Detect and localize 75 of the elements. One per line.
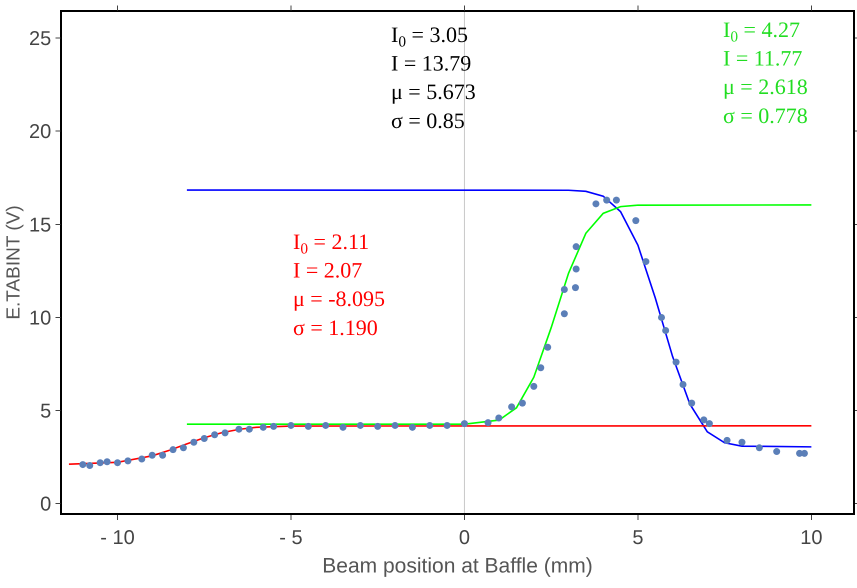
point [756,444,763,452]
point [544,344,552,351]
y-tick-label: 15 [29,214,52,236]
point [530,382,538,390]
point [287,422,294,429]
point [270,422,278,430]
point [460,420,468,428]
point [211,431,218,438]
y-tick-label: 5 [40,400,52,423]
point [426,422,434,429]
y-tick-label: 25 [29,28,52,50]
point [356,422,364,429]
point [560,310,568,318]
point [190,438,198,446]
point [508,403,516,410]
point [124,457,132,464]
point [170,446,177,454]
point [104,458,111,466]
x-tick-label: 10 [800,526,822,549]
point [800,450,808,457]
point [495,414,502,422]
point [700,416,708,424]
point [672,358,680,366]
y-tick-label: 0 [40,494,52,516]
point [79,461,86,468]
point [632,217,640,224]
point [603,196,610,204]
y-tick-label: 20 [29,121,52,144]
point [304,422,312,430]
y-tick-label: 10 [29,307,52,330]
point [724,436,731,444]
point [148,452,156,459]
x-tick-label: 5 [632,526,644,549]
point [706,420,713,428]
annotation: I$_{0}$ = 4.27 I = 11.77 μ = 2.618 σ = 0.778 [723,17,808,128]
x-axis-title: Beam position at Baffle (mm) [322,554,593,578]
point [572,266,580,273]
point [159,452,166,459]
point [96,459,104,466]
annotation: I$_{0}$ = 3.05 I = 13.79 μ = 5.673 σ = 0.85 [391,22,476,133]
x-tick-label: - 10 [100,526,135,549]
point [260,424,267,431]
point [180,444,187,452]
point [612,196,620,204]
point [408,424,416,431]
point [235,426,242,433]
point [572,243,580,250]
point [86,462,94,470]
point [518,400,526,407]
point [738,438,746,446]
point [560,286,568,294]
point [658,314,665,321]
x-tick-label: 0 [458,526,470,549]
point [680,380,686,388]
point [322,422,330,429]
point [138,455,146,462]
point [688,400,696,407]
point [374,422,382,430]
point [773,448,780,456]
point [592,200,600,208]
point [222,429,229,436]
point [392,422,399,429]
point [642,258,650,266]
point [444,422,451,429]
point [114,459,122,466]
point [340,424,347,431]
annotation: I$_{0}$ = 2.11 I = 2.07 μ = -8.095 σ = 1.190 [293,229,386,340]
point [662,326,670,334]
point [572,284,579,292]
x-tick-label: - 5 [279,526,303,549]
point [484,419,492,426]
y-axis-title: E.TABINT (V) [3,205,24,320]
point [246,426,253,433]
point [537,364,544,372]
point [200,435,208,442]
